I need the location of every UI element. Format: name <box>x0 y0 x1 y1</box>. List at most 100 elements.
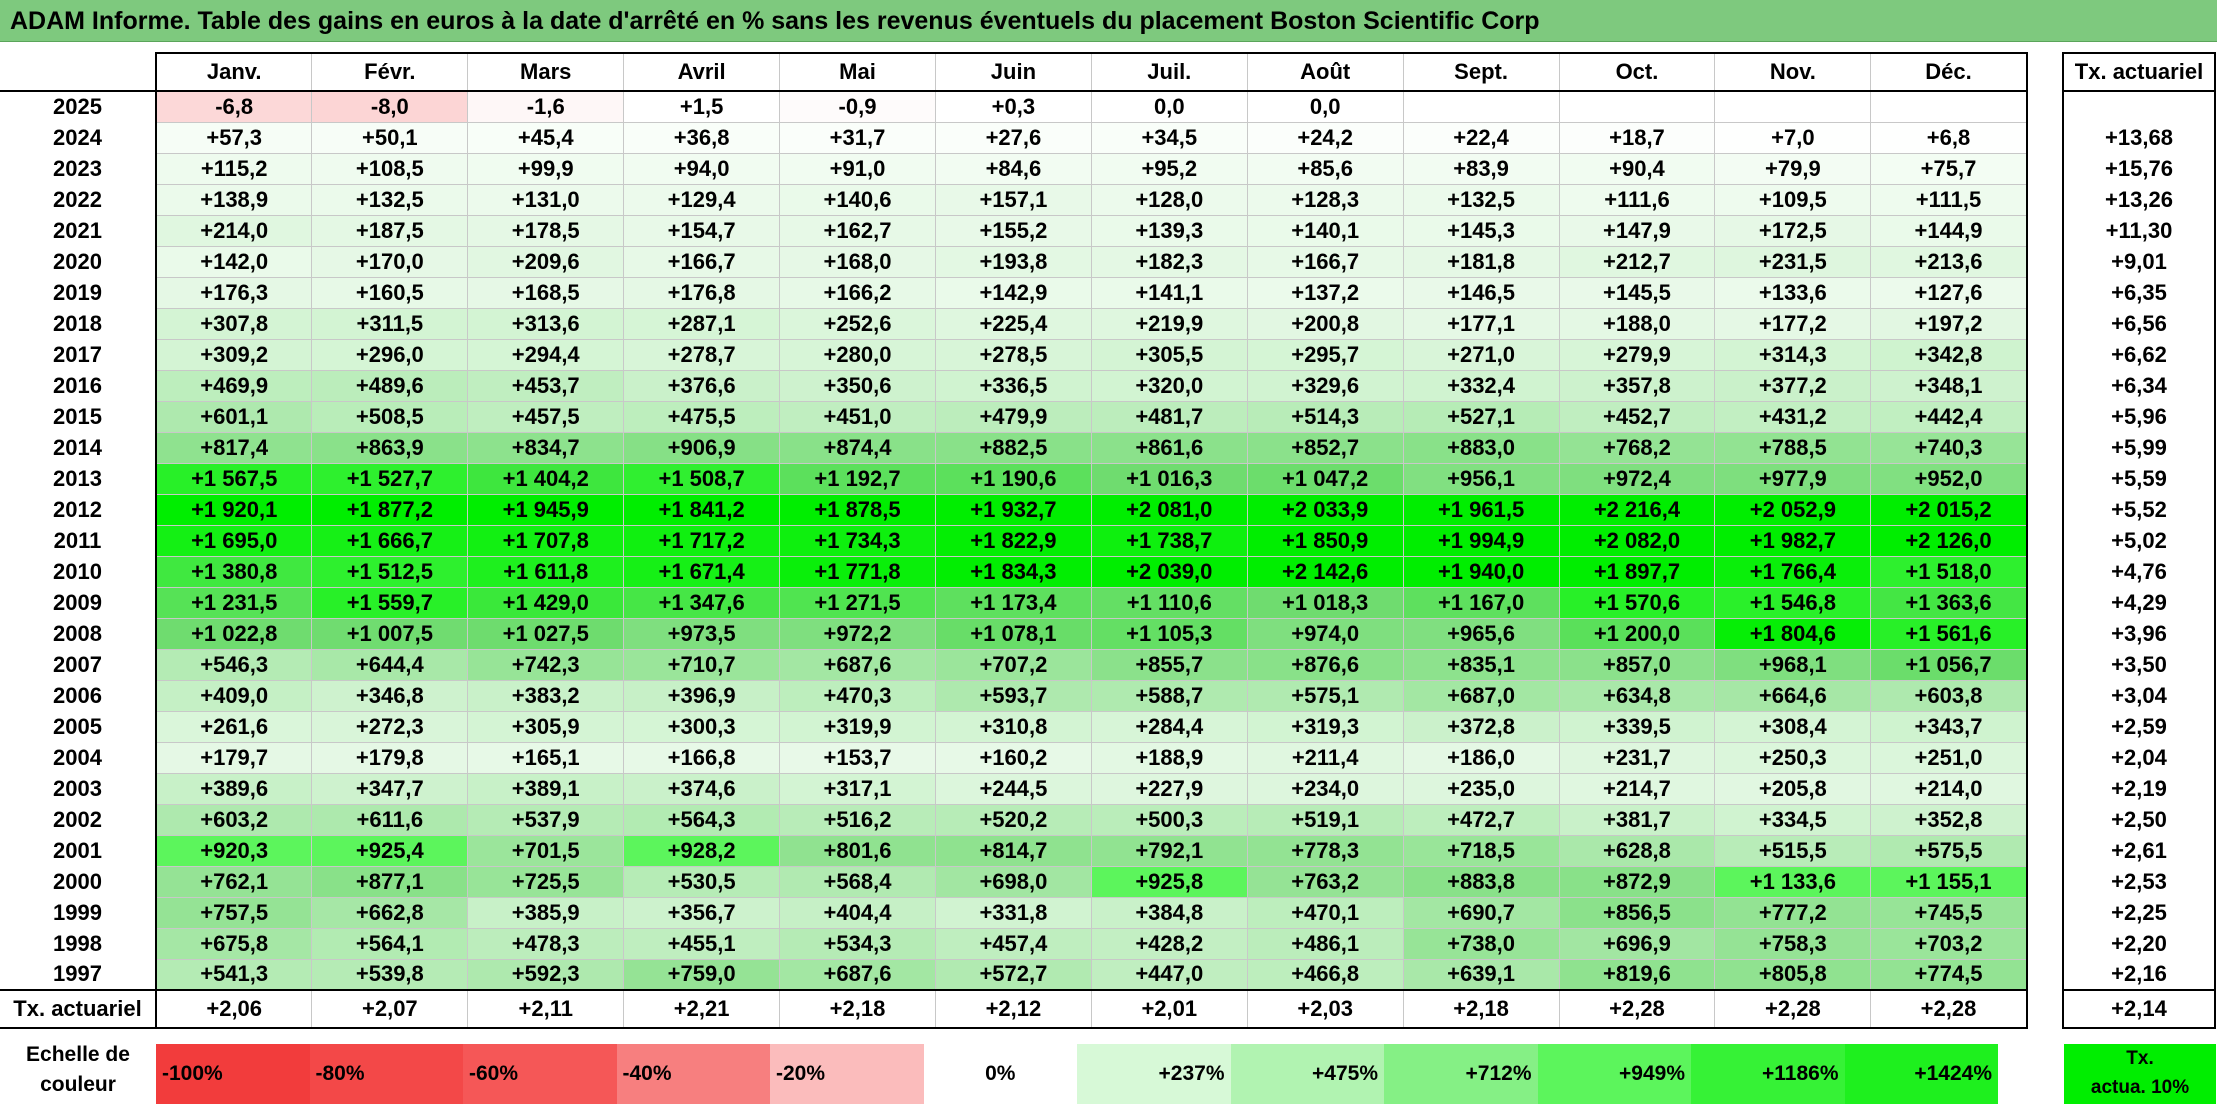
gain-cell: +2 126,0 <box>1870 524 2028 557</box>
rate-cell: +2,25 <box>2062 897 2216 928</box>
gain-cell: +332,4 <box>1402 369 1560 402</box>
month-header: Févr. <box>311 52 469 92</box>
gain-cell: +696,9 <box>1558 927 1716 960</box>
rate-cell: +3,96 <box>2062 618 2216 649</box>
gain-cell: +212,7 <box>1558 245 1716 278</box>
year-label: 2022 <box>53 186 102 212</box>
gain-cell: +687,6 <box>779 958 936 991</box>
gain-cell: +350,6 <box>779 369 936 402</box>
rate-cell: +2,19 <box>2062 773 2216 804</box>
gain-cell: +1 192,7 <box>779 462 936 495</box>
gain-cell: +227,9 <box>1090 772 1248 805</box>
gain-cell: +133,6 <box>1714 276 1872 309</box>
gain-cell: +883,0 <box>1402 431 1560 464</box>
summary-value: +2,12 <box>935 989 1092 1029</box>
year-label: 2003 <box>53 775 102 801</box>
year-label: 2020 <box>53 248 102 274</box>
table-row: 2020 +142,0 +170,0 +209,6 +166,7 +168,0 +193,8… <box>0 245 2028 278</box>
gain-cell: +320,0 <box>1090 369 1248 402</box>
gain-cell: +231,5 <box>1714 245 1872 278</box>
gain-cell: +251,0 <box>1870 741 2028 774</box>
gain-cell: +234,0 <box>1246 772 1404 805</box>
gain-cell: +1 047,2 <box>1246 462 1404 495</box>
gain-cell: +128,3 <box>1246 183 1404 216</box>
gain-cell: +168,5 <box>467 276 625 309</box>
year-label: 2015 <box>53 403 102 429</box>
gain-cell: +300,3 <box>623 710 781 743</box>
page-title: ADAM Informe. Table des gains en euros à… <box>0 0 2217 42</box>
gain-cell: +181,8 <box>1402 245 1560 278</box>
gain-cell: +352,8 <box>1870 803 2028 836</box>
gain-cell: +718,5 <box>1402 834 1560 867</box>
gain-cell: +160,2 <box>934 741 1092 774</box>
gain-cell: +166,7 <box>623 245 781 278</box>
gain-cell: +284,4 <box>1090 710 1248 743</box>
summary-value: +2,11 <box>467 989 625 1029</box>
gain-cell: +1 056,7 <box>1870 648 2028 681</box>
gain-cell: +211,4 <box>1246 741 1404 774</box>
gain-cell: +111,6 <box>1558 183 1716 216</box>
gain-cell: +155,2 <box>934 214 1092 247</box>
gain-cell: +768,2 <box>1558 431 1716 464</box>
rate-color-legend: Tx. actua. 10% <box>2064 1044 2216 1104</box>
gain-cell: +2 216,4 <box>1558 493 1716 526</box>
table-row: 2011 +1 695,0 +1 666,7 +1 707,8 +1 717,2 +1 7… <box>0 524 2028 557</box>
table-row: 2009 +1 231,5 +1 559,7 +1 429,0 +1 347,6 +1 2… <box>0 586 2028 619</box>
gain-cell: +179,8 <box>311 741 469 774</box>
gain-cell: +1 982,7 <box>1714 524 1872 557</box>
month-header: Déc. <box>1870 52 2028 92</box>
table-row: 2021 +214,0 +187,5 +178,5 +154,7 +162,7 +155,2… <box>0 214 2028 247</box>
gain-cell: +707,2 <box>934 648 1092 681</box>
year-label: 1999 <box>53 899 102 925</box>
gain-cell: +329,6 <box>1246 369 1404 402</box>
gain-cell: +883,8 <box>1402 865 1560 898</box>
gain-cell: +1 527,7 <box>311 462 469 495</box>
gain-cell: +1 961,5 <box>1402 493 1560 526</box>
color-scale-item: -100% <box>156 1044 310 1104</box>
gain-cell: +2 081,0 <box>1090 493 1248 526</box>
gain-cell: +973,5 <box>623 617 781 650</box>
rate-cell: +11,30 <box>2062 215 2216 246</box>
gain-cell: +516,2 <box>779 803 936 836</box>
gain-cell: +6,8 <box>1870 121 2028 154</box>
gain-cell: +142,0 <box>155 245 313 278</box>
gain-cell: +132,5 <box>1402 183 1560 216</box>
rate-cell: +9,01 <box>2062 246 2216 277</box>
gain-cell: +1 133,6 <box>1714 865 1872 898</box>
table-row: 2006 +409,0 +346,8 +383,2 +396,9 +470,3 +593,7… <box>0 679 2028 712</box>
gain-cell: +372,8 <box>1402 710 1560 743</box>
gain-cell: +187,5 <box>311 214 469 247</box>
gain-cell: +601,1 <box>155 400 313 433</box>
gain-cell: +537,9 <box>467 803 625 836</box>
gain-cell: +177,2 <box>1714 307 1872 340</box>
gain-cell: +339,5 <box>1558 710 1716 743</box>
gain-cell: +45,4 <box>467 121 625 154</box>
rate-cell: +15,76 <box>2062 153 2216 184</box>
year-label: 2023 <box>53 155 102 181</box>
rate-cell: +6,56 <box>2062 308 2216 339</box>
gain-cell: +214,0 <box>1870 772 2028 805</box>
gain-cell: +453,7 <box>467 369 625 402</box>
table-row: 2004 +179,7 +179,8 +165,1 +166,8 +153,7 +160,2… <box>0 741 2028 774</box>
gain-cell: +179,7 <box>155 741 313 774</box>
gain-cell: +311,5 <box>311 307 469 340</box>
gain-cell: +308,4 <box>1714 710 1872 743</box>
gain-cell: +738,0 <box>1402 927 1560 960</box>
rate-table: Tx. actuariel +13,68 +15,76 +13,26 +11,30 +9,… <box>2062 52 2216 1029</box>
gain-cell: +757,5 <box>155 896 313 929</box>
rate-cell: +4,29 <box>2062 587 2216 618</box>
gain-cell: +165,1 <box>467 741 625 774</box>
rate-cell: +2,59 <box>2062 711 2216 742</box>
gain-cell: +925,4 <box>311 834 469 867</box>
gain-cell: 0,0 <box>1246 90 1404 123</box>
color-scale-label-line1: Echelle de <box>26 1043 130 1066</box>
gain-cell: +310,8 <box>934 710 1092 743</box>
gain-cell: +1 671,4 <box>623 555 781 588</box>
gain-cell: +564,1 <box>311 927 469 960</box>
table-row: 2003 +389,6 +347,7 +389,1 +374,6 +317,1 +244,5… <box>0 772 2028 805</box>
gain-cell: +662,8 <box>311 896 469 929</box>
gain-cell: +857,0 <box>1558 648 1716 681</box>
gain-cell: +475,5 <box>623 400 781 433</box>
gain-cell: +455,1 <box>623 927 781 960</box>
year-label: 2019 <box>53 279 102 305</box>
